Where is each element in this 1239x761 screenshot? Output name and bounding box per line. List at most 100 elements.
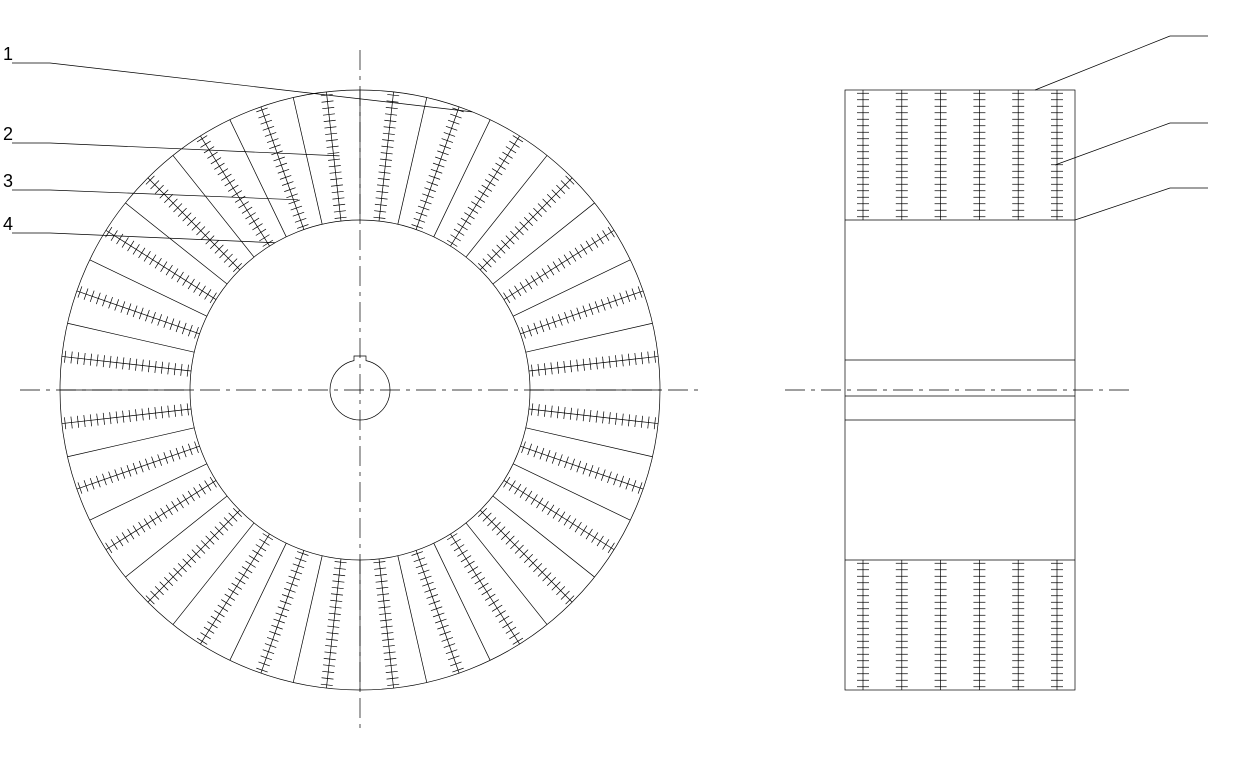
blade-tick <box>158 454 162 465</box>
blade-tick <box>274 157 285 161</box>
blade-tick <box>482 589 492 595</box>
blade-tick <box>261 120 272 124</box>
blade-tick <box>583 463 587 474</box>
blade-tick <box>471 202 481 208</box>
blade-tick <box>121 467 125 478</box>
blade-tick <box>210 293 216 303</box>
blade-spine <box>450 534 519 644</box>
blade-tick <box>504 293 510 303</box>
blade-tick <box>259 235 269 241</box>
blade-tick <box>232 191 242 197</box>
blade-tick <box>274 619 285 623</box>
sector-divider <box>68 428 195 457</box>
blade-tick <box>256 108 267 112</box>
blade-tick <box>271 625 282 629</box>
blade-tick <box>261 656 272 660</box>
blade-tick <box>263 534 273 540</box>
blade-tick <box>603 539 609 549</box>
blade-tick <box>502 622 512 628</box>
blade-tick <box>614 474 618 485</box>
blade-tick <box>442 637 453 641</box>
sector-divider <box>526 323 653 352</box>
blade-tick <box>211 616 221 622</box>
blade-tick <box>475 578 485 584</box>
blade-tick <box>199 286 205 296</box>
blade-tick <box>548 265 554 275</box>
blade-tick <box>269 145 280 149</box>
blade-tick <box>139 461 143 472</box>
blade-tick <box>457 550 467 556</box>
sector-divider <box>293 98 322 225</box>
blade-spine <box>416 550 459 673</box>
blade-tick <box>188 279 194 289</box>
blade-tick <box>589 304 593 315</box>
blade-tick <box>412 224 423 228</box>
blade-tick <box>214 163 224 169</box>
blade-tick <box>78 482 82 493</box>
blade-spine <box>261 550 304 673</box>
blade-tick <box>109 472 113 483</box>
blade-tick <box>540 321 544 332</box>
blade-tick <box>139 522 145 532</box>
blade-tick <box>127 304 131 315</box>
blade-tick <box>595 301 599 312</box>
blade-tick <box>444 644 455 648</box>
blade-tick <box>502 152 512 158</box>
blade-tick <box>204 627 214 633</box>
blade-tick <box>164 452 168 463</box>
blade-tick <box>218 605 228 611</box>
callout-leader <box>50 143 340 156</box>
callout-leader <box>1035 36 1170 90</box>
engineering-drawing: 1234124 <box>0 0 1239 761</box>
blade-tick <box>570 251 576 261</box>
blade-spine <box>326 92 341 221</box>
blade-tick <box>457 224 467 230</box>
blade-tick <box>291 570 302 574</box>
blade-tick <box>297 552 308 556</box>
blade-tick <box>293 212 304 216</box>
blade-tick <box>439 631 450 635</box>
blade-tick <box>102 474 106 485</box>
blade-tick <box>176 448 180 459</box>
blade-tick <box>454 545 464 551</box>
blade-tick <box>197 638 207 644</box>
blade-tick <box>256 545 266 551</box>
callout-leader <box>50 190 298 200</box>
blade-tick <box>278 169 289 173</box>
blade-tick <box>448 120 459 124</box>
blade-tick <box>278 607 289 611</box>
blade-tick <box>183 494 189 504</box>
blade-tick <box>161 262 167 272</box>
blade-tick <box>552 316 556 327</box>
blade-spine <box>77 446 200 489</box>
blade-tick <box>145 459 149 470</box>
blade-tick <box>256 229 266 235</box>
blade-tick <box>418 206 429 210</box>
blade-tick <box>464 561 474 567</box>
blade-tick <box>427 182 438 186</box>
blade-tick <box>542 269 548 279</box>
blade-tick <box>263 126 274 130</box>
blade-spine <box>529 356 658 371</box>
blade-tick <box>293 564 304 568</box>
blade-tick <box>496 611 506 617</box>
blade-tick <box>177 498 183 508</box>
blade-tick <box>429 601 440 605</box>
blade-tick <box>228 589 238 595</box>
blade-tick <box>583 306 587 317</box>
blade-tick <box>210 477 216 487</box>
blade-tick <box>540 448 544 459</box>
blade-tick <box>575 248 581 258</box>
blade-tick <box>183 275 189 285</box>
blade-tick <box>595 467 599 478</box>
blade-tick <box>577 461 581 472</box>
blade-tick <box>526 491 532 501</box>
blade-tick <box>581 526 587 536</box>
blade-tick <box>199 484 205 494</box>
blade-tick <box>249 218 259 224</box>
callouts: 1234124 <box>3 17 1239 243</box>
blade-tick <box>161 508 167 518</box>
blade-tick <box>431 607 442 611</box>
blade-tick <box>564 515 570 525</box>
blade-tick <box>504 477 510 487</box>
